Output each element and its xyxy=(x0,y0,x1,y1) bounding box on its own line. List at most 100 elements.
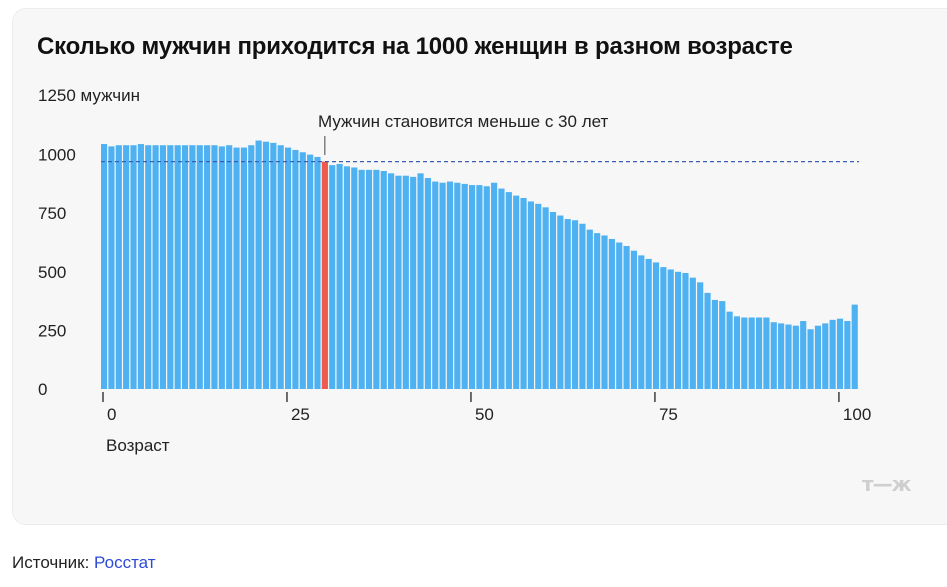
tzh-logo: т—ж xyxy=(862,472,911,496)
bar xyxy=(167,145,174,389)
bar xyxy=(623,246,630,389)
bar xyxy=(733,316,741,389)
bar xyxy=(373,169,380,389)
bar xyxy=(770,322,777,389)
bar xyxy=(181,145,189,389)
bar xyxy=(682,272,689,389)
bar xyxy=(704,292,711,389)
bar xyxy=(130,145,137,389)
source-line: Источник: Росстат xyxy=(12,553,156,573)
highlight-bar xyxy=(321,161,328,389)
bar xyxy=(123,145,130,389)
y-tick-label: 500 xyxy=(38,263,66,282)
bar xyxy=(785,324,792,389)
bar xyxy=(513,195,520,389)
bar xyxy=(667,269,674,389)
bar xyxy=(152,145,159,389)
bar xyxy=(807,329,814,389)
bar xyxy=(579,223,586,389)
bar xyxy=(424,178,431,389)
source-label: Источник: xyxy=(12,553,90,572)
y-tick-label: 750 xyxy=(38,204,66,223)
bar xyxy=(792,325,799,389)
bar xyxy=(741,317,748,389)
bar xyxy=(343,166,351,389)
bar xyxy=(410,176,417,389)
bar xyxy=(211,145,218,389)
bar xyxy=(329,165,336,389)
bar xyxy=(535,203,542,389)
bar xyxy=(262,141,270,389)
x-tick-label: 50 xyxy=(475,405,494,424)
bar xyxy=(402,175,409,389)
bar xyxy=(836,318,844,389)
bar xyxy=(365,169,373,389)
x-tick-label: 75 xyxy=(659,405,678,424)
bar xyxy=(689,277,696,389)
y-unit-label: 1250 мужчин xyxy=(38,86,141,105)
bar xyxy=(557,215,564,389)
bar xyxy=(814,325,821,389)
bar xyxy=(630,250,638,389)
source-link[interactable]: Росстат xyxy=(94,553,156,572)
bar xyxy=(822,323,829,389)
x-tick-label: 100 xyxy=(843,405,871,424)
bar xyxy=(520,197,527,389)
bar xyxy=(299,152,306,389)
bar xyxy=(248,145,255,389)
y-tick-label: 1000 xyxy=(38,146,76,165)
bar xyxy=(388,173,395,389)
bar xyxy=(800,321,807,389)
bar xyxy=(711,299,718,389)
bar xyxy=(358,169,365,389)
bar xyxy=(594,233,601,389)
bar xyxy=(145,145,152,389)
bar xyxy=(586,229,593,389)
bar xyxy=(461,183,468,389)
bar xyxy=(542,207,549,389)
bar xyxy=(505,192,512,389)
bar xyxy=(226,145,233,389)
x-tick-label: 25 xyxy=(291,405,310,424)
bar xyxy=(498,188,505,389)
bar xyxy=(851,304,858,389)
bar xyxy=(829,319,836,389)
bar xyxy=(432,181,439,389)
bar xyxy=(564,219,571,389)
bar xyxy=(439,182,446,389)
bar xyxy=(137,144,144,389)
bar xyxy=(380,171,387,389)
bar xyxy=(616,242,623,389)
bar xyxy=(108,146,115,389)
bar xyxy=(726,311,733,389)
bar xyxy=(115,145,122,389)
bar xyxy=(652,262,660,389)
bar xyxy=(314,156,321,389)
bar xyxy=(601,235,608,389)
bar xyxy=(675,271,682,389)
bar xyxy=(844,321,851,389)
bar xyxy=(549,212,557,389)
bar xyxy=(645,258,652,389)
bar xyxy=(270,142,277,389)
bar xyxy=(336,163,343,389)
bar xyxy=(233,147,240,389)
bar xyxy=(468,185,476,389)
bar xyxy=(571,220,579,389)
bar xyxy=(527,201,534,389)
annotation-text: Мужчин становится меньше с 30 лет xyxy=(318,112,609,131)
bar xyxy=(395,175,402,389)
bar xyxy=(284,147,292,389)
x-axis-label: Возраст xyxy=(106,436,170,455)
bar xyxy=(748,317,755,389)
y-tick-label: 0 xyxy=(38,380,47,399)
bar xyxy=(292,149,299,389)
bar xyxy=(638,255,645,389)
bar xyxy=(159,145,167,389)
bar xyxy=(277,145,284,389)
bar xyxy=(454,182,461,389)
bar xyxy=(307,154,314,389)
bar xyxy=(446,181,454,389)
bar xyxy=(351,167,358,389)
